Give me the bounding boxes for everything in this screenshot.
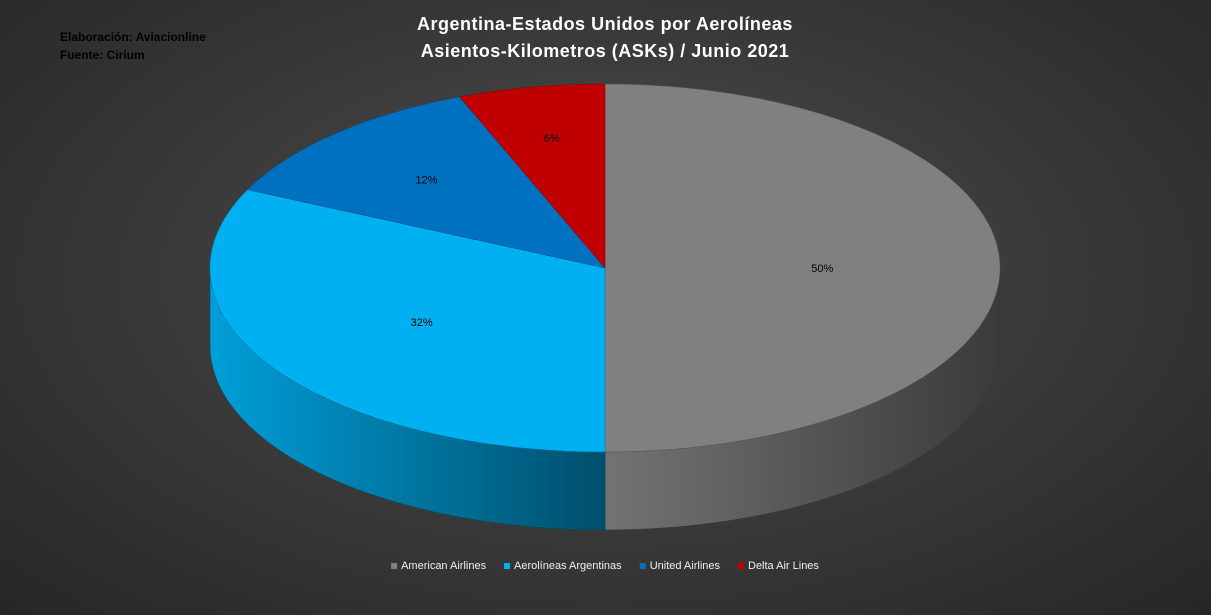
pie-slice-aerolineas-argentinas [209,189,606,453]
legend-label: Aerolíneas Argentinas [514,560,622,572]
legend: American Airlines Aerolíneas Argentinas Un… [391,560,819,572]
credit-note: Elaboración: Aviacionline [60,30,206,44]
legend-item-delta-air-lines: Delta Air Lines [738,560,819,572]
legend-swatch [391,563,398,569]
pie-slice-united-airlines [247,96,606,269]
legend-label: United Airlines [650,560,721,572]
data-labels: 50% 32% 12% 6% [411,133,834,329]
legend-swatch [738,563,744,569]
data-label-aerolineas-argentinas: 32% [411,317,433,329]
legend-item-aerolineas-argentinas: Aerolíneas Argentinas [504,560,622,572]
source-note: Fuente: Cirium [60,48,145,62]
data-label-delta-air-lines: 6% [544,133,560,145]
data-label-united-airlines: 12% [415,175,437,187]
chart-title-block: Argentina-Estados Unidos por Aerolíneas … [417,14,793,61]
pie-slice-delta-air-lines [459,83,606,269]
legend-label: Delta Air Lines [748,560,819,572]
legend-item-american-airlines: American Airlines [391,560,487,572]
legend-swatch [639,563,646,569]
chart-title: Argentina-Estados Unidos por Aerolíneas [417,14,793,34]
source-notes: Elaboración: Aviacionline Fuente: Cirium [60,30,206,62]
legend-swatch [504,563,510,569]
pie-slices [209,83,1001,453]
data-label-american-airlines: 50% [811,263,833,275]
legend-item-united-airlines: United Airlines [639,560,721,572]
chart-subtitle: Asientos-Kilometros (ASKs) / Junio 2021 [421,41,790,61]
legend-label: American Airlines [401,560,486,572]
pie-slice-american-airlines [604,83,1001,453]
